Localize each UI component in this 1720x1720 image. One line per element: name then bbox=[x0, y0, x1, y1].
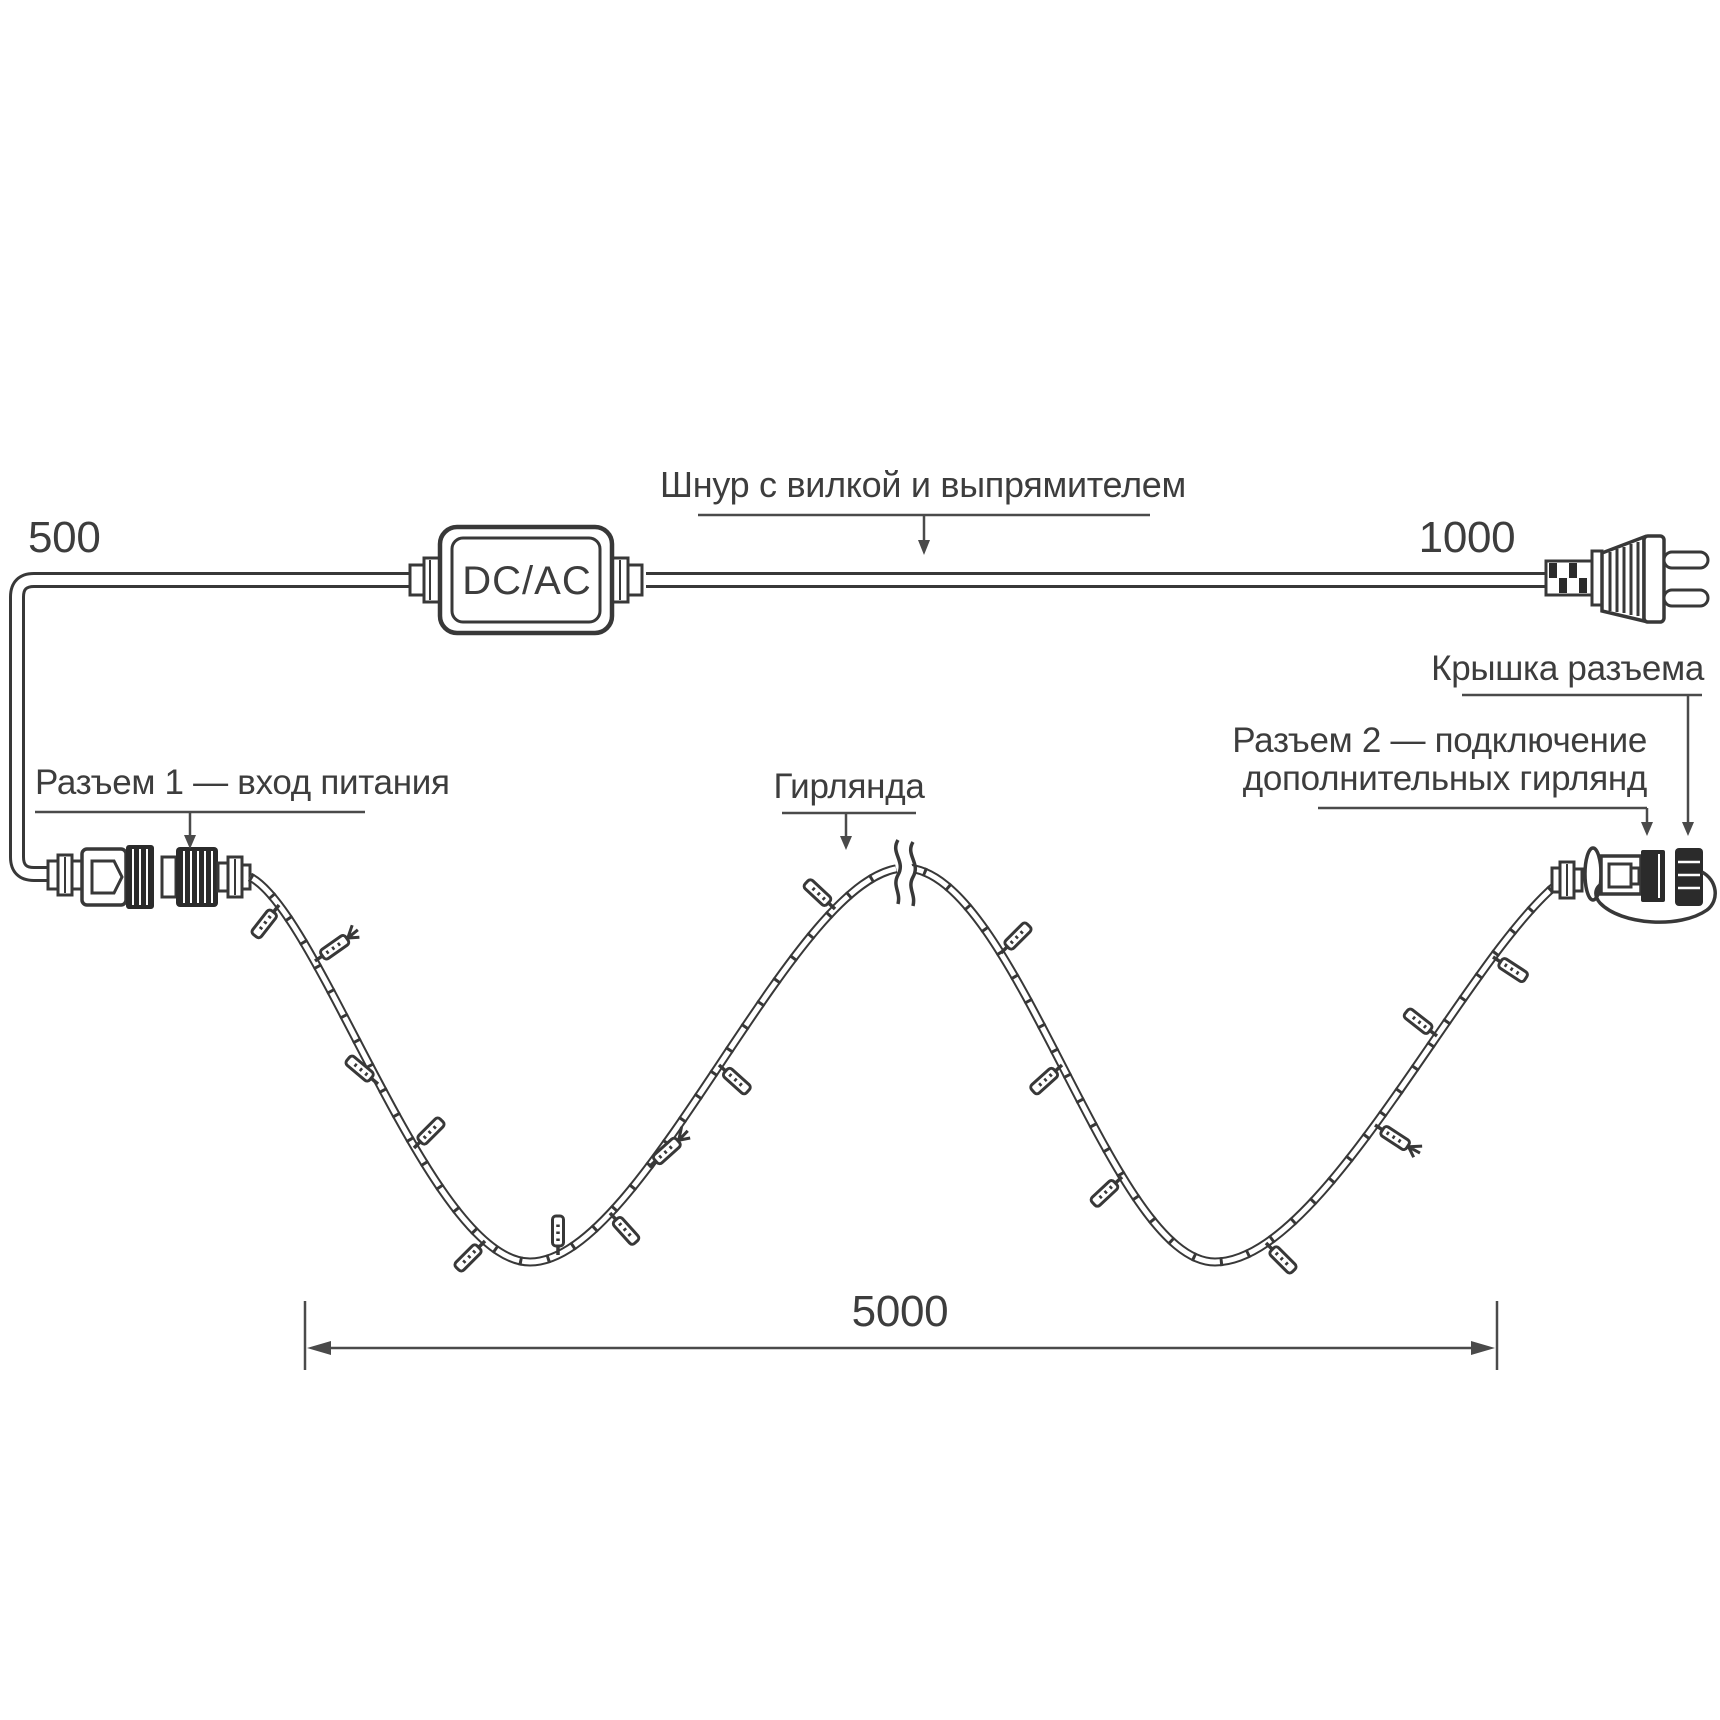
led-bulb bbox=[1488, 950, 1531, 985]
connector-1-female bbox=[160, 847, 252, 907]
label-connector-2-line2: дополнительных гирлянд bbox=[1242, 758, 1648, 798]
connector1-leader-line bbox=[35, 810, 365, 849]
led-bulb bbox=[248, 899, 286, 941]
led-bulb bbox=[995, 919, 1035, 959]
plug-body-hatching bbox=[1608, 542, 1640, 616]
label-cord-length-left: 500 bbox=[28, 513, 101, 562]
garland-wire bbox=[247, 863, 1565, 1267]
label-cord-with-plug: Шнур с вилкой и выпрямителем bbox=[660, 464, 1186, 505]
break-mark bbox=[891, 839, 921, 907]
led-bulb bbox=[604, 1207, 642, 1248]
label-dc-ac-converter: DC/AC bbox=[462, 559, 592, 603]
led-bulb bbox=[451, 1235, 491, 1275]
label-garland: Гирлянда bbox=[773, 767, 925, 806]
connector-1-male bbox=[46, 845, 154, 909]
led-bulb-frayed bbox=[641, 1123, 695, 1174]
plug-prong-top bbox=[1662, 550, 1710, 570]
led-bulb-frayed bbox=[308, 922, 364, 968]
label-connector-2: Разъем 2 — подключение дополнительных ги… bbox=[1232, 722, 1647, 798]
power-plug bbox=[1544, 534, 1710, 624]
led-bulb bbox=[713, 1059, 754, 1097]
label-connector-1: Разъем 1 — вход питания bbox=[35, 763, 450, 802]
dimension-line bbox=[303, 1301, 1499, 1370]
connector-cap bbox=[1675, 848, 1703, 906]
led-bulbs bbox=[248, 876, 1531, 1277]
led-bulb bbox=[1401, 1005, 1443, 1043]
led-bulb bbox=[1027, 1059, 1068, 1097]
led-bulb bbox=[1087, 1171, 1128, 1210]
connector-2 bbox=[1550, 846, 1665, 902]
plug-strain-relief bbox=[1544, 559, 1594, 597]
label-connector-2-line1: Разъем 2 — подключение bbox=[1232, 721, 1647, 760]
label-cord-length-right: 1000 bbox=[1418, 513, 1516, 562]
cap-leader-line bbox=[1462, 693, 1702, 836]
power-cord bbox=[9, 572, 1550, 882]
led-bulb bbox=[800, 876, 841, 915]
cap-tether-wire bbox=[1594, 870, 1717, 924]
label-garland-length: 5000 bbox=[851, 1287, 949, 1336]
led-bulb bbox=[1260, 1237, 1300, 1277]
plug-prong-bottom bbox=[1662, 588, 1710, 608]
connector2-leader-line bbox=[1318, 806, 1653, 836]
led-bulb bbox=[408, 1114, 448, 1154]
garland-leader-line bbox=[782, 811, 916, 850]
label-connector-cap: Крышка разъема bbox=[1431, 649, 1704, 688]
dc-ac-converter-box bbox=[408, 524, 644, 636]
cord-leader-line bbox=[698, 513, 1150, 555]
